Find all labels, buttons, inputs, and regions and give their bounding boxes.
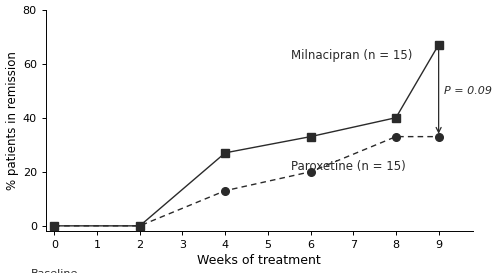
Text: Baseline: Baseline [30, 269, 78, 273]
Y-axis label: % patients in remission: % patients in remission [6, 51, 18, 190]
X-axis label: Weeks of treatment: Weeks of treatment [198, 254, 321, 268]
Text: Paroxetine (n = 15): Paroxetine (n = 15) [292, 160, 406, 173]
Text: P = 0.09: P = 0.09 [444, 86, 492, 96]
Text: Milnacipran (n = 15): Milnacipran (n = 15) [292, 49, 412, 62]
